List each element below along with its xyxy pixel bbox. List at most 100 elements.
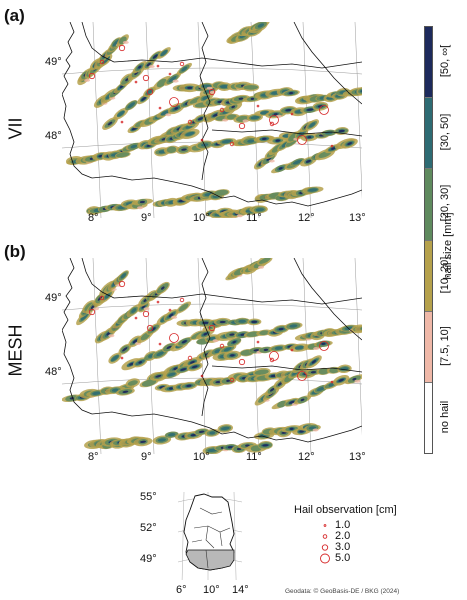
hail-observation-marker bbox=[269, 115, 279, 125]
hail-observation-marker bbox=[99, 295, 105, 301]
hail-swath-cell bbox=[313, 347, 320, 350]
hail-swath-cell bbox=[311, 360, 316, 364]
hail-swath-cell bbox=[288, 400, 295, 404]
hail-swath-cell bbox=[246, 331, 260, 337]
hail-observation-marker bbox=[156, 300, 160, 304]
hail-observations bbox=[88, 280, 334, 384]
colorbar-class-label: [50, ∞[ bbox=[439, 44, 451, 77]
hail-swath-cell bbox=[358, 88, 362, 94]
hail-observation-marker bbox=[229, 141, 235, 147]
hail-swath-cell bbox=[171, 315, 178, 319]
hail-marker-icon bbox=[321, 544, 329, 551]
hail-observation-marker bbox=[330, 380, 334, 384]
colorbar-title-text: hail size [mm] bbox=[442, 212, 454, 280]
hail-swath-cell bbox=[277, 400, 287, 408]
hail-swath-cell bbox=[212, 113, 219, 117]
hail-swath-cell bbox=[227, 446, 233, 449]
hail-swath-cell bbox=[338, 378, 344, 382]
hail-swath-cell bbox=[140, 440, 146, 443]
meridian-line bbox=[250, 258, 260, 454]
hail-swath-cell bbox=[111, 355, 119, 362]
hail-swath-cell bbox=[120, 273, 127, 279]
hail-legend-label: 3.0 bbox=[335, 541, 351, 553]
hail-swath-cell bbox=[236, 214, 243, 218]
hail-swath-cell bbox=[167, 372, 176, 377]
hail-swath-cell bbox=[104, 293, 111, 299]
hail-swath-cell bbox=[152, 54, 158, 59]
hail-swath-cell bbox=[328, 383, 335, 387]
hail-swath-cell bbox=[84, 302, 94, 312]
hail-swath-cell bbox=[238, 319, 246, 323]
hail-swath-cell bbox=[180, 368, 187, 371]
border-line bbox=[81, 22, 115, 63]
hail-observation-marker bbox=[269, 357, 275, 363]
hail-observation-marker bbox=[200, 374, 204, 378]
border-line bbox=[91, 411, 362, 443]
border-line bbox=[91, 175, 362, 207]
hail-swath-cell bbox=[165, 113, 172, 117]
hail-observation-marker bbox=[88, 308, 96, 316]
hail-observation-marker bbox=[297, 135, 307, 145]
colorbar-segment bbox=[425, 27, 432, 99]
hail-swath-cell bbox=[207, 448, 218, 452]
hail-swath-cell bbox=[92, 391, 102, 395]
hail-swath-cell bbox=[307, 136, 312, 139]
inset-meridian bbox=[233, 491, 237, 581]
hail-swath-cell bbox=[236, 447, 242, 451]
hail-swath-cell bbox=[221, 139, 232, 144]
hail-swath-cell bbox=[229, 333, 235, 336]
hail-swath-cell bbox=[174, 107, 178, 110]
hail-observation-marker bbox=[208, 88, 216, 96]
hail-observation-marker bbox=[319, 341, 329, 351]
border-line bbox=[62, 22, 93, 179]
hail-observation-marker bbox=[297, 371, 307, 381]
hail-swaths bbox=[65, 22, 362, 218]
hail-swath-cell bbox=[111, 388, 119, 392]
hail-observation-marker bbox=[219, 343, 225, 349]
hail-swath-cell bbox=[112, 39, 120, 47]
hail-legend-label: 2.0 bbox=[335, 530, 351, 542]
colorbar-segment bbox=[425, 240, 432, 312]
hail-swath-cell bbox=[168, 433, 176, 437]
hail-swath-cell bbox=[138, 65, 142, 69]
hail-swath-cell bbox=[139, 200, 145, 204]
hail-observation-marker bbox=[134, 80, 138, 84]
hail-swath-cell bbox=[354, 379, 361, 383]
hail-swath-cell bbox=[141, 96, 147, 101]
inset-lat-49: 49° bbox=[140, 553, 157, 565]
colorbar-class-label: no hail bbox=[439, 401, 451, 434]
study-area bbox=[185, 549, 235, 571]
hail-observation-marker bbox=[269, 121, 275, 127]
hail-swath-cell bbox=[178, 303, 189, 312]
hail-swath-cell bbox=[116, 152, 130, 158]
row-label-vii: VII bbox=[5, 117, 26, 140]
hail-swath-cell bbox=[160, 110, 170, 116]
hail-observation-marker bbox=[208, 324, 216, 332]
hail-observation-marker bbox=[146, 324, 154, 332]
hail-legend-label: 1.0 bbox=[335, 519, 351, 531]
hail-observation-marker bbox=[169, 333, 179, 343]
hail-swath-cell bbox=[156, 351, 164, 357]
hail-swath-cell bbox=[309, 122, 316, 128]
hail-swath-cell bbox=[294, 346, 305, 350]
hail-swath-cell bbox=[250, 115, 260, 120]
hail-swath-cell bbox=[138, 361, 142, 364]
border-line bbox=[293, 258, 362, 341]
hail-swath-cell bbox=[137, 206, 144, 210]
hail-swath-cell bbox=[169, 387, 173, 390]
hail-swath-cell bbox=[80, 313, 88, 321]
hail-swath-cell bbox=[202, 95, 209, 100]
hail-swath-cell bbox=[151, 327, 156, 331]
hail-swath-cell bbox=[166, 345, 172, 349]
hail-swath-cell bbox=[278, 167, 283, 170]
border-line bbox=[81, 258, 115, 299]
hail-swath-cell bbox=[172, 79, 179, 83]
hail-observation-marker bbox=[238, 122, 246, 130]
hail-observation-marker bbox=[158, 106, 162, 110]
hail-swath-cell bbox=[156, 78, 167, 88]
hail-swath-cell bbox=[354, 324, 362, 332]
lat-tick-48-b: 48° bbox=[45, 366, 62, 378]
lat-tick-48-a: 48° bbox=[45, 130, 62, 142]
hail-legend-title: Hail observation [cm] bbox=[294, 504, 397, 516]
colorbar-segment bbox=[425, 169, 432, 241]
